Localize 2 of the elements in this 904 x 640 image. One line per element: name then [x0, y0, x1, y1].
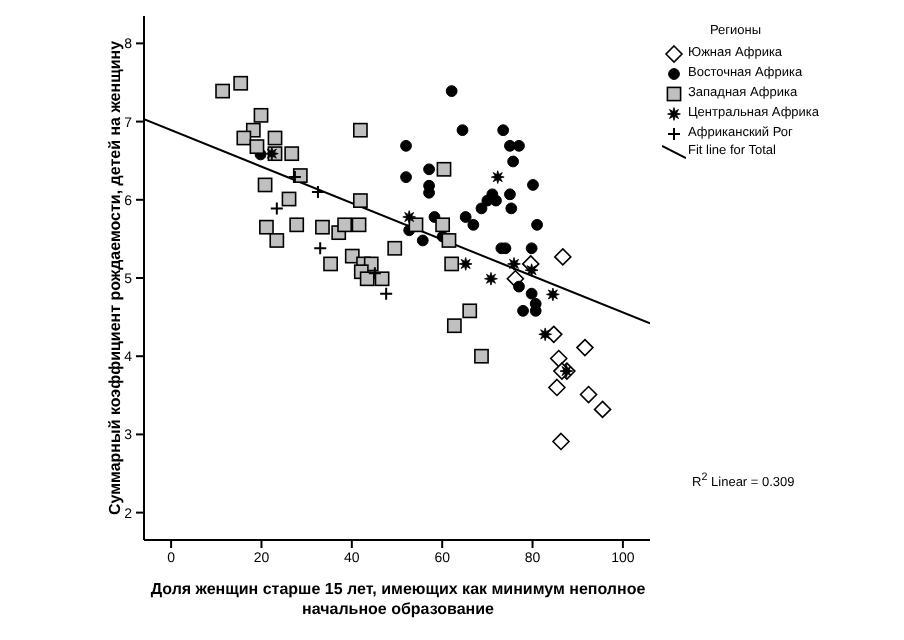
y-axis-title: Суммарный коэффициент рождаемости, детей на женщину [106, 40, 124, 516]
x-axis-title: Доля женщин старше 15 лет, имеющих как минимум неполное начальное образование [150, 580, 646, 618]
